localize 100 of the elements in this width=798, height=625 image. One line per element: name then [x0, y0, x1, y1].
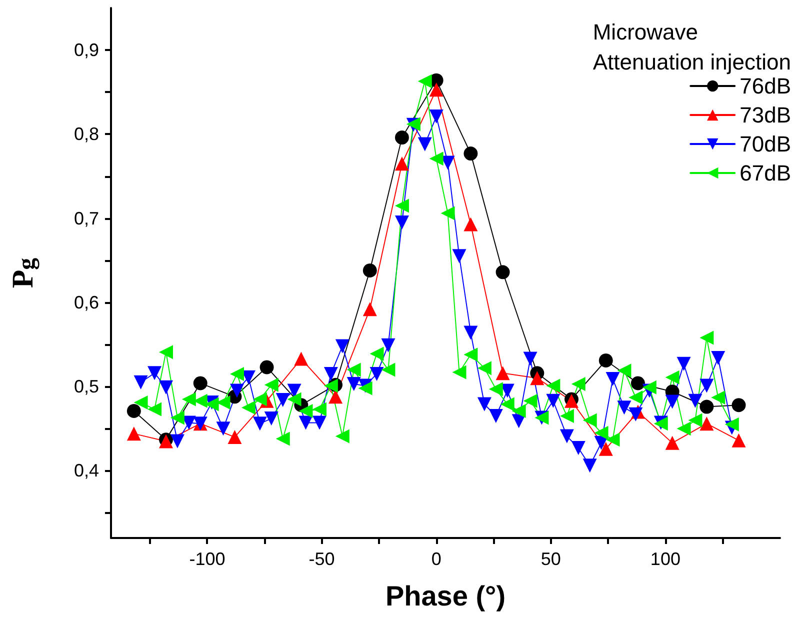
- point: [732, 433, 746, 448]
- point: [241, 400, 256, 415]
- point: [665, 436, 680, 450]
- point: [464, 146, 478, 161]
- point: [582, 458, 597, 473]
- point: [440, 206, 455, 220]
- point: [148, 402, 162, 416]
- point: [324, 378, 338, 393]
- point: [287, 384, 302, 398]
- point: [370, 366, 384, 381]
- x-tick-label: -50: [308, 549, 335, 569]
- x-tick-label: 100: [650, 549, 680, 569]
- point: [676, 356, 691, 371]
- point: [464, 326, 478, 340]
- point: [134, 396, 148, 410]
- point: [358, 381, 372, 396]
- point: [418, 137, 432, 152]
- point: [530, 371, 544, 386]
- point: [312, 416, 326, 430]
- point: [335, 429, 350, 444]
- point: [628, 390, 643, 405]
- point: [252, 392, 267, 406]
- point: [688, 394, 702, 408]
- point: [126, 404, 141, 418]
- legend-label: 76dB: [740, 74, 792, 98]
- point: [216, 422, 230, 436]
- point: [335, 339, 350, 354]
- point: [452, 365, 466, 380]
- point: [298, 404, 313, 418]
- point: [324, 366, 338, 381]
- point: [362, 263, 377, 278]
- point: [560, 429, 574, 444]
- point: [732, 398, 746, 412]
- y-tick-label: 0,4: [74, 460, 99, 481]
- point: [230, 366, 244, 381]
- x-axis-title: Phase (°): [385, 580, 506, 612]
- point: [582, 413, 597, 428]
- point: [512, 404, 526, 418]
- point: [464, 217, 478, 232]
- point: [571, 440, 586, 455]
- point: [264, 412, 278, 426]
- point: [148, 366, 162, 380]
- y-tick-label: 0,7: [74, 208, 99, 228]
- point: [598, 353, 613, 368]
- point: [312, 402, 326, 416]
- point: [328, 390, 343, 404]
- point: [158, 345, 173, 360]
- point: [126, 426, 141, 441]
- point: [287, 392, 302, 406]
- x-tick-label: 0: [431, 549, 442, 569]
- point: [598, 442, 613, 456]
- legend-label: 70dB: [740, 132, 792, 156]
- point: [642, 380, 656, 394]
- point: [630, 376, 645, 390]
- y-tick-label: 0,5: [74, 376, 99, 397]
- point: [394, 216, 409, 230]
- point: [523, 352, 538, 366]
- point: [429, 152, 444, 166]
- point: [230, 384, 244, 398]
- point: [228, 430, 242, 444]
- point: [252, 416, 267, 431]
- point: [276, 432, 290, 446]
- point: [429, 110, 444, 124]
- point: [276, 393, 290, 408]
- point: [298, 416, 313, 430]
- point: [477, 361, 492, 376]
- point: [394, 130, 409, 145]
- point: [500, 397, 514, 412]
- point: [606, 432, 620, 447]
- point: [394, 198, 409, 213]
- point: [628, 407, 643, 422]
- point: [523, 394, 538, 408]
- point: [665, 394, 680, 409]
- point: [370, 346, 384, 361]
- point: [700, 416, 714, 431]
- point: [381, 338, 396, 352]
- point: [700, 330, 714, 345]
- x-tick-label: 50: [540, 549, 561, 569]
- y-tick-label: 0,8: [74, 124, 99, 144]
- point: [571, 377, 586, 392]
- point: [488, 409, 503, 424]
- point: [700, 378, 714, 393]
- point: [170, 434, 184, 448]
- point: [381, 362, 396, 377]
- point: [676, 422, 691, 436]
- point: [264, 378, 278, 392]
- point: [546, 394, 560, 408]
- point: [606, 372, 620, 386]
- point: [617, 364, 632, 378]
- point: [711, 350, 726, 365]
- point: [158, 380, 173, 394]
- point: [346, 362, 361, 377]
- point: [546, 378, 560, 393]
- point: [688, 413, 702, 428]
- legend-title: Microwave Attenuation injection: [592, 20, 791, 74]
- point: [560, 409, 574, 424]
- y-tick-label: 0,9: [74, 40, 99, 60]
- point: [464, 348, 478, 362]
- point: [170, 410, 184, 425]
- legend-label: 67dB: [740, 160, 792, 186]
